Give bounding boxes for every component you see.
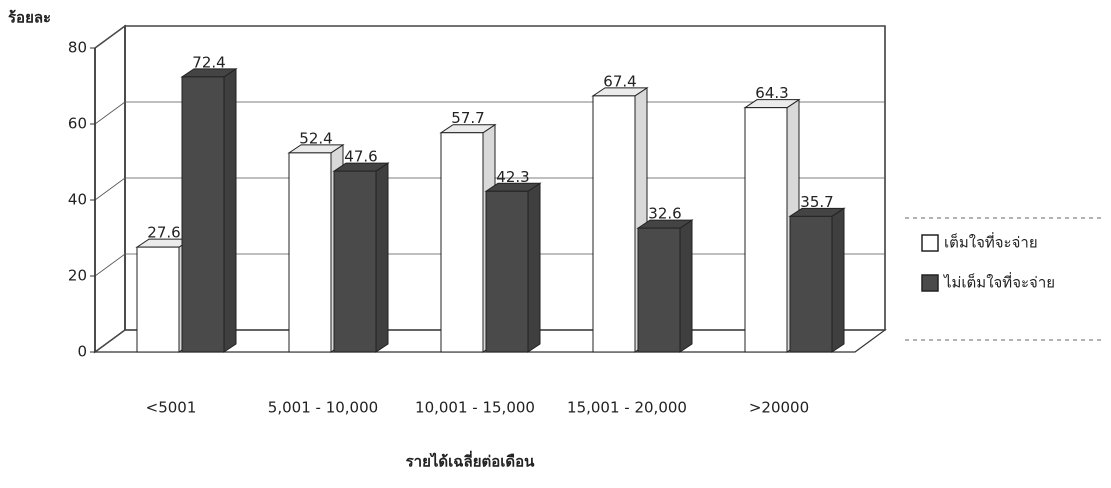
data-label: 72.4 [192, 53, 225, 71]
y-tick-label: 80 [68, 39, 87, 57]
bar-side [223, 67, 237, 353]
legend-swatch [921, 274, 939, 292]
data-label: 52.4 [299, 129, 332, 147]
grid-line [94, 25, 126, 49]
grid-line [94, 101, 126, 125]
bar [181, 76, 225, 353]
bar [637, 227, 681, 353]
bar [592, 95, 636, 353]
bar [333, 170, 377, 353]
data-label: 27.6 [147, 224, 180, 242]
data-label: 32.6 [648, 205, 681, 223]
bar [744, 107, 788, 353]
grid-line [94, 253, 126, 277]
bar [136, 246, 180, 353]
y-tick-label: 20 [68, 267, 87, 285]
x-tick-label: 15,001 - 20,000 [567, 399, 687, 417]
grid-line [94, 329, 126, 353]
data-label: 64.3 [755, 84, 788, 102]
bar [440, 132, 484, 353]
bar [485, 190, 529, 353]
x-axis-label: รายได้เฉลี่ยต่อเดือน [406, 451, 536, 471]
legend-swatch [921, 234, 939, 252]
bar-side [375, 162, 389, 353]
bar-side [679, 219, 693, 353]
bar [789, 215, 833, 353]
data-label: 57.7 [451, 109, 484, 127]
y-tick-label: 40 [68, 191, 87, 209]
legend-label: ไม่เต็มใจที่จะจ่าย [943, 272, 1055, 292]
y-tick-label: 0 [77, 343, 87, 361]
bar [288, 152, 332, 353]
legend-label: เต็มใจที่จะจ่าย [944, 232, 1038, 252]
bar-side [527, 182, 541, 353]
data-label: 35.7 [800, 193, 833, 211]
data-label: 42.3 [496, 168, 529, 186]
data-label: 47.6 [344, 148, 377, 166]
x-tick-label: <5001 [146, 399, 197, 417]
bar-side [831, 207, 845, 353]
y-tick-label: 60 [68, 115, 87, 133]
grid-line [94, 177, 126, 201]
x-tick-label: 5,001 - 10,000 [268, 399, 378, 417]
data-label: 67.4 [603, 72, 636, 90]
x-tick-label: 10,001 - 15,000 [415, 399, 535, 417]
y-axis-label: ร้อยละ [8, 9, 51, 27]
x-tick-label: >20000 [749, 399, 809, 417]
